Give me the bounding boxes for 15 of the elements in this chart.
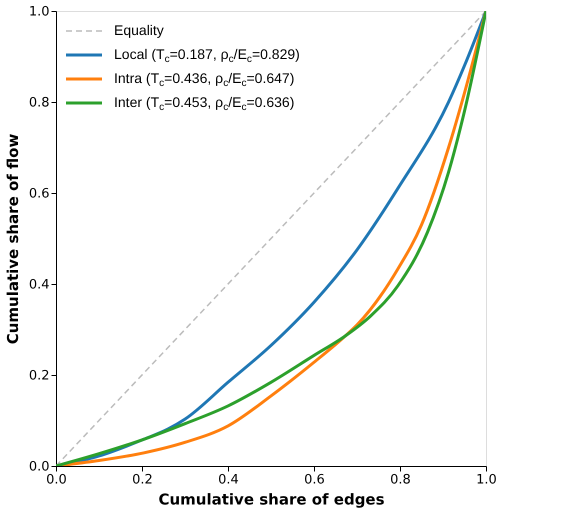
y-axis-title: Cumulative share of flow xyxy=(4,134,22,344)
y-tick-label: 0.0 xyxy=(28,460,50,474)
legend-label: Equality xyxy=(114,22,164,38)
y-tick-label: 1.0 xyxy=(28,4,50,20)
x-tick-label: 1.0 xyxy=(476,472,497,488)
x-axis-title: Cumulative share of edges xyxy=(158,490,385,508)
x-tick-label: 0.0 xyxy=(46,472,67,488)
x-tick-label: 0.8 xyxy=(390,472,411,488)
y-tick-label: 0.4 xyxy=(28,278,50,292)
x-tick-label: 0.4 xyxy=(218,472,239,488)
y-tick-label: 0.8 xyxy=(28,96,50,110)
x-tick-label: 0.2 xyxy=(132,472,153,488)
x-tick-label: 0.6 xyxy=(304,472,325,488)
y-tick-label: 0.2 xyxy=(28,368,50,384)
y-tick-label: 0.6 xyxy=(28,186,50,202)
